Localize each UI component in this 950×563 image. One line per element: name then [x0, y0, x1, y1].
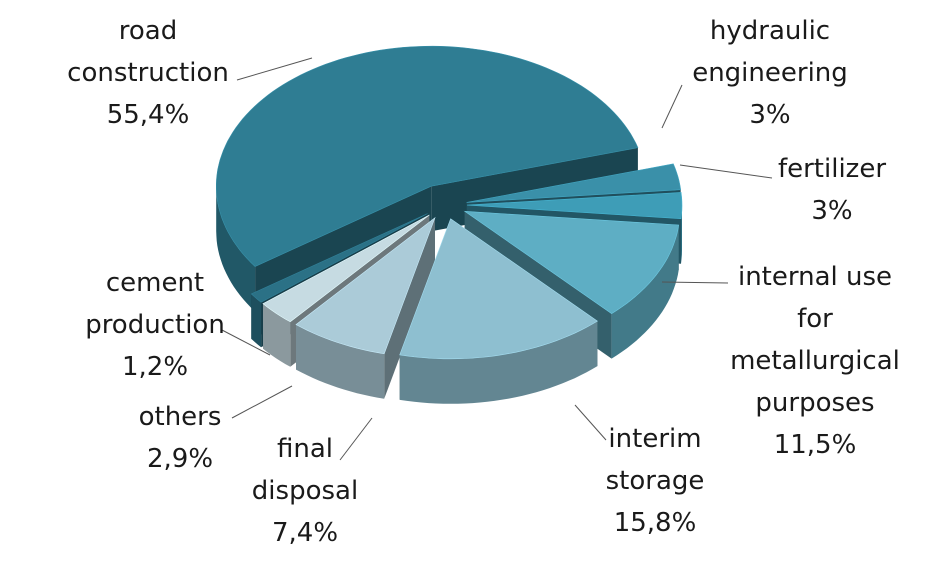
value-label: 3% [749, 100, 791, 130]
leader-line [574, 404, 607, 441]
slice [216, 45, 639, 267]
leader-line [231, 385, 293, 419]
slice-label: cement production 1,2% [80, 262, 230, 388]
slice [466, 163, 682, 203]
value-label: 11,5% [773, 430, 857, 460]
value-label: 15,8% [613, 508, 697, 538]
leader-line [661, 281, 729, 284]
slice-label: final disposal 7,4% [245, 428, 365, 554]
slice-label: internal use for metallurgical purposes 1… [721, 256, 909, 466]
slice-wall [296, 324, 385, 399]
category-label: fertilizer [777, 154, 887, 184]
slice [250, 213, 428, 303]
leader-line [661, 84, 683, 129]
value-label: 55,4% [106, 100, 190, 130]
value-label: 1,2% [121, 352, 189, 382]
slice-wall [251, 293, 262, 348]
slice [399, 218, 598, 360]
slice-wall [611, 225, 679, 359]
slice-label: fertilizer 3% [757, 148, 907, 232]
slice-wall [399, 321, 598, 404]
value-label: 3% [811, 196, 853, 226]
category-label: interim storage [605, 424, 705, 496]
category-label: road construction [67, 16, 229, 88]
leader-line [236, 57, 313, 81]
category-label: internal use for metallurgical purposes [730, 262, 900, 418]
slice-wall [681, 205, 682, 264]
slice-wall [216, 186, 256, 312]
value-label: 7,4% [271, 518, 339, 548]
slice [262, 214, 430, 323]
slice-label: road construction 55,4% [63, 10, 233, 136]
category-label: cement production [85, 268, 225, 340]
category-label: final disposal [251, 434, 359, 506]
slice-label: interim storage 15,8% [590, 418, 720, 544]
slice [295, 216, 436, 355]
category-label: hydraulic engineering [692, 16, 848, 88]
category-label: others [138, 402, 222, 432]
slice-side [263, 215, 430, 349]
value-label: 2,9% [146, 444, 214, 474]
leader-line [679, 164, 773, 179]
slice-label: hydraulic engineering 3% [685, 10, 855, 136]
slice-label: others 2,9% [120, 396, 240, 480]
slice [466, 192, 683, 220]
leader-line [221, 329, 271, 356]
slice-wall [263, 303, 291, 367]
leader-line [339, 417, 373, 461]
slice [463, 210, 680, 314]
